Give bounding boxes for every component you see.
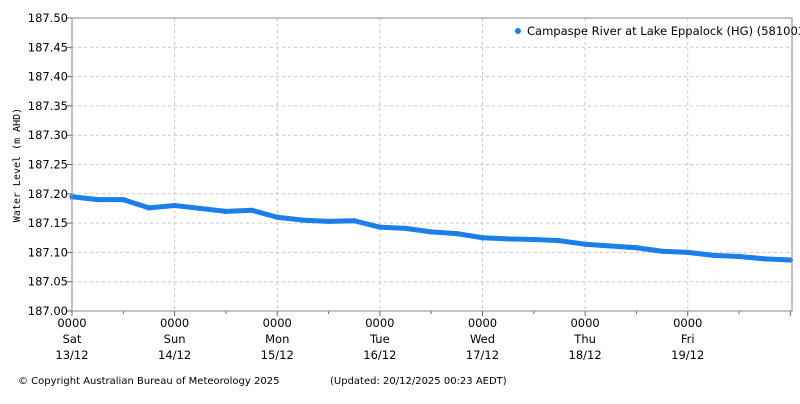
data-point [736,253,742,260]
data-point [454,231,460,237]
x-tick-label-day: Sat [63,332,82,346]
legend-marker [515,28,521,34]
x-tick-label-day: Fri [681,332,695,346]
data-point [556,238,563,244]
data-point [377,224,383,230]
data-point [633,245,640,251]
data-point [659,248,665,254]
data-point [608,243,614,249]
updated-text: (Updated: 20/12/2025 00:23 AEDT) [330,376,507,387]
x-tick-label-day: Wed [470,332,495,346]
data-point [120,197,126,203]
data-point [428,229,434,235]
series-line [69,194,793,263]
y-tick-label: 187.30 [28,128,68,142]
data-point [172,202,178,209]
x-tick-label-date: 16/12 [363,348,396,362]
data-point [197,205,203,212]
data-point [402,225,409,231]
data-point [146,205,152,211]
series-plot [69,194,793,263]
x-tick-label-time: 0000 [263,316,292,330]
y-axis-label: Water Level (m AHD) [12,108,23,222]
y-tick-label: 187.50 [28,11,68,25]
x-tick-label-date: 15/12 [261,348,294,362]
x-tick-label-time: 0000 [570,316,599,330]
x-tick-label-date: 17/12 [466,348,499,362]
data-point [95,197,101,203]
y-tick-label: 187.25 [28,158,68,172]
x-tick-label-date: 13/12 [55,348,88,362]
x-tick-label-date: 18/12 [569,348,602,362]
x-tick-label-day: Mon [265,332,289,346]
data-point [325,218,332,224]
x-axis: 0000 Sat 13/12 0000 Sun 14/12 0000 Mon 15/12 0000… [55,311,791,362]
data-point [531,236,537,243]
data-point [479,235,486,241]
x-tick-label-time: 0000 [468,316,497,330]
y-tick-label: 187.45 [28,40,68,54]
y-tick-label: 187.15 [28,216,68,230]
x-tick-label-time: 0000 [365,316,394,330]
data-point [248,207,255,213]
x-tick-label-day: Sun [164,332,186,346]
data-point [223,208,229,214]
x-tick-label-date: 14/12 [158,348,191,362]
y-tick-label: 187.10 [28,245,68,259]
x-tick-label-day: Tue [369,332,390,346]
x-tick-label-time: 0000 [160,316,189,330]
data-point [762,256,768,262]
data-point [710,252,716,258]
data-point [351,218,357,224]
data-point [300,217,306,223]
x-tick-label-time: 0000 [673,316,702,330]
copyright-text: © Copyright Australian Bureau of Meteoro… [18,376,279,387]
plot-frame [71,17,793,312]
y-tick-label: 187.40 [28,70,68,84]
grid [71,17,792,312]
data-point [274,214,280,220]
data-point [582,241,588,247]
legend-label: Campaspe River at Lake Eppalock (HG) (58… [527,24,800,38]
y-axis: 187.50 187.45 187.40 187.35 187.30 187.25 187.… [28,11,72,318]
y-tick-label: 187.05 [28,275,68,289]
y-tick-label: 187.20 [28,187,68,201]
x-tick-label-day: Thu [573,332,596,346]
y-tick-label: 187.00 [28,304,68,318]
legend: Campaspe River at Lake Eppalock (HG) (58… [515,24,800,38]
data-point [685,249,691,255]
x-tick-label-time: 0000 [57,316,86,330]
x-tick-label-date: 19/12 [671,348,704,362]
y-tick-label: 187.35 [28,99,68,113]
data-point [505,236,511,242]
